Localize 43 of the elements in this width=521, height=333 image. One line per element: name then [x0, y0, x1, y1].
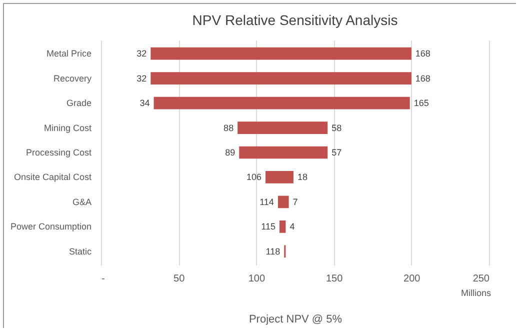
- annotation: 32: [136, 48, 147, 59]
- x-axis-title: Project NPV @ 5%: [248, 314, 342, 326]
- bar: [150, 47, 412, 60]
- y-tick-label: Static: [68, 246, 92, 256]
- bar: [150, 72, 412, 85]
- x-tick-label: 150: [326, 274, 344, 284]
- data-label: 57: [332, 148, 342, 158]
- data-label: 4: [290, 222, 295, 232]
- bar: [239, 146, 328, 159]
- annotation: 114: [260, 196, 274, 207]
- x-tick-label: 250: [472, 274, 490, 284]
- chart-title: NPV Relative Sensitivity Analysis: [192, 12, 398, 28]
- data-label: 18: [297, 172, 308, 182]
- annotation: 118: [266, 246, 280, 256]
- y-tick-label: Metal Price: [46, 48, 92, 59]
- data-label: 165: [414, 98, 429, 108]
- y-tick-label: Grade: [66, 98, 92, 108]
- x-tick-label: 200: [404, 274, 421, 284]
- x-tick-label: 50: [174, 274, 186, 284]
- annotation: 88: [224, 122, 234, 133]
- annotation: 89: [225, 148, 236, 158]
- bar: [238, 122, 328, 134]
- y-tick-label: Mining Cost: [44, 122, 92, 133]
- bar: [266, 171, 294, 184]
- bar: [278, 196, 289, 208]
- y-tick-label: Processing Cost: [26, 148, 92, 158]
- x-tick-label: 100: [248, 274, 266, 284]
- y-tick-label: Onsite Capital Cost: [14, 172, 92, 182]
- bar: [154, 96, 410, 110]
- data-label: 7: [292, 196, 298, 207]
- y-tick-label: G&A: [72, 196, 92, 207]
- bar: [279, 220, 286, 233]
- data-label: 168: [415, 48, 430, 59]
- y-tick-label: Power Consumption: [10, 222, 92, 232]
- annotation: 32: [136, 73, 147, 84]
- data-label: 58: [332, 122, 342, 133]
- annotation: 106: [246, 172, 262, 182]
- y-tick-label: Recovery: [53, 73, 92, 84]
- text: Millions: [461, 288, 492, 298]
- annotation: 34: [140, 98, 150, 108]
- x-tick-label: -: [102, 274, 105, 284]
- annotation: 115: [261, 222, 276, 232]
- data-label: 168: [415, 73, 430, 84]
